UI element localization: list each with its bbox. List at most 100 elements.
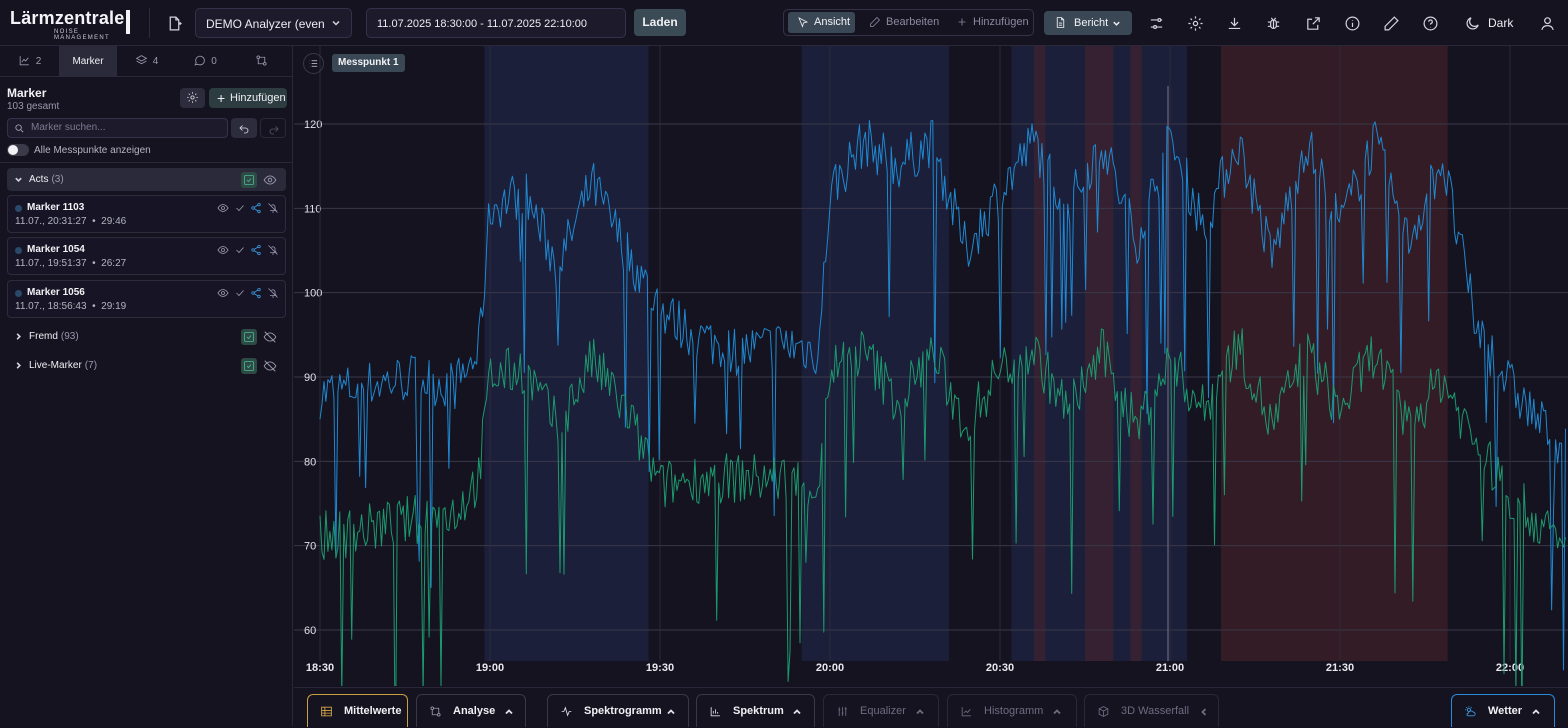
mode-add-button[interactable]: Hinzufügen — [947, 12, 1031, 33]
gear-icon[interactable] — [1183, 11, 1207, 35]
chevron-down-icon — [332, 20, 340, 26]
check-icon[interactable] — [234, 202, 246, 214]
y-tick-label: 120 — [304, 119, 322, 131]
marker-card[interactable]: Marker 1054 11.07., 19:51:37 • 26:27 — [7, 237, 286, 275]
redo-button[interactable] — [260, 118, 286, 138]
marker-total-count: 103 gesamt — [7, 101, 60, 112]
marker-group-fremd[interactable]: Fremd (93) — [7, 325, 286, 348]
logo[interactable]: Lärmzentrale NOISE MANAGEMENT — [10, 8, 132, 41]
eye-off-icon[interactable] — [263, 330, 277, 344]
marker-duration: 29:19 — [101, 301, 127, 312]
marker-settings-button[interactable] — [180, 88, 205, 108]
level-chart[interactable]: 60 70 80 90 100 110 120 18:30 19:00 19:30 20:00 20:… — [294, 46, 1568, 686]
share-icon[interactable] — [250, 202, 262, 214]
show-all-points-toggle[interactable] — [7, 144, 29, 156]
marker-time: 11.07., 20:31:27 — [15, 216, 87, 227]
tab-spektrum[interactable]: Spektrum — [696, 694, 815, 727]
sliders-icon[interactable] — [1144, 11, 1168, 35]
logo-subtitle: NOISE MANAGEMENT — [54, 29, 111, 41]
tab-equalizer[interactable]: Equalizer — [823, 694, 939, 727]
show-all-points-label: Alle Messpunkte anzeigen — [34, 145, 151, 156]
eye-off-icon[interactable] — [263, 359, 277, 373]
document-icon — [1056, 17, 1065, 28]
group-select-checkbox[interactable] — [241, 329, 257, 345]
tab-marker[interactable]: Marker — [59, 46, 117, 77]
marker-panel-title: Marker — [7, 86, 47, 100]
undo-button[interactable] — [231, 118, 257, 138]
comment-icon — [194, 55, 205, 66]
chevron-up-icon — [667, 709, 675, 715]
group-count: (7) — [84, 360, 98, 371]
marker-group-live[interactable]: Live-Marker (7) — [7, 354, 286, 377]
divider — [149, 8, 150, 38]
tab-compare[interactable] — [234, 46, 293, 77]
eye-icon[interactable] — [263, 173, 277, 187]
marker-name: Marker 1056 — [27, 287, 85, 298]
tab-comments[interactable]: 0 — [176, 46, 234, 77]
date-range-input[interactable]: 11.07.2025 18:30:00 - 11.07.2025 22:10:0… — [366, 8, 626, 38]
share-icon[interactable] — [250, 244, 262, 256]
marker-card[interactable]: Marker 1056 11.07., 18:56:43 • 29:19 — [7, 280, 286, 318]
plus-icon: + — [217, 90, 226, 106]
share-icon[interactable] — [250, 287, 262, 299]
check-icon[interactable] — [234, 244, 246, 256]
download-icon[interactable] — [1222, 11, 1246, 35]
measurement-point-badge[interactable]: Messpunkt 1 — [332, 54, 405, 72]
group-count: (3) — [51, 174, 64, 185]
add-marker-button[interactable]: + Hinzufügen — [209, 88, 287, 108]
tab-label: Wetter — [1488, 705, 1523, 717]
eye-icon[interactable] — [217, 202, 229, 214]
tab-layers[interactable]: 4 — [117, 46, 176, 77]
group-select-checkbox[interactable] — [241, 358, 257, 374]
analyzer-value: DEMO Analyzer (even — [206, 17, 325, 31]
tab-charts[interactable]: 2 — [0, 46, 59, 77]
theme-label[interactable]: Dark — [1488, 16, 1514, 30]
analyzer-select[interactable]: DEMO Analyzer (even — [195, 8, 352, 38]
y-tick-label: 100 — [304, 288, 322, 300]
git-compare-icon — [255, 55, 267, 66]
tab-3d-wasserfall[interactable]: 3D Wasserfall — [1084, 694, 1219, 727]
logo-mark — [126, 10, 130, 34]
load-button[interactable]: Laden — [634, 9, 686, 36]
weather-icon — [1465, 706, 1476, 717]
tab-wetter[interactable]: Wetter — [1451, 694, 1555, 727]
tab-spektrogramm[interactable]: Spektrogramm — [547, 694, 689, 727]
moon-icon[interactable] — [1460, 11, 1484, 35]
chart-area[interactable]: 60 70 80 90 100 110 120 18:30 19:00 19:30 20:00 20:… — [294, 46, 1568, 686]
tab-histogramm[interactable]: Histogramm — [947, 694, 1077, 727]
report-label: Bericht — [1074, 17, 1109, 29]
info-icon[interactable] — [1340, 11, 1364, 35]
marker-group-acts[interactable]: Acts (3) — [7, 168, 286, 191]
marker-color-dot — [15, 247, 22, 254]
external-link-icon[interactable] — [1301, 11, 1325, 35]
group-select-checkbox[interactable] — [241, 172, 257, 188]
marker-card[interactable]: Marker 1103 11.07., 20:31:27 • 29:46 — [7, 195, 286, 233]
marker-search-input[interactable]: Marker suchen... — [7, 118, 228, 138]
bell-off-icon[interactable] — [267, 287, 279, 299]
bell-off-icon[interactable] — [267, 244, 279, 256]
search-icon — [15, 124, 24, 133]
eye-icon[interactable] — [217, 244, 229, 256]
tab-analyse[interactable]: Analyse — [416, 694, 526, 727]
pen-icon[interactable] — [1379, 11, 1403, 35]
check-square-icon — [244, 175, 254, 185]
legend-toggle-button[interactable] — [303, 53, 324, 74]
user-icon[interactable] — [1535, 11, 1559, 35]
bug-icon[interactable] — [1261, 11, 1285, 35]
mode-edit-button[interactable]: Bearbeiten — [860, 12, 946, 33]
redo-icon — [269, 126, 279, 135]
tab-label: Mittelwerte — [344, 705, 402, 717]
marker-name: Marker 1103 — [27, 202, 85, 213]
chevron-left-icon — [1201, 708, 1207, 716]
report-button[interactable]: Bericht — [1044, 11, 1132, 35]
new-document-icon[interactable] — [162, 11, 186, 35]
mode-view-button[interactable]: Ansicht — [788, 12, 855, 33]
logo-title: Lärmzentrale — [10, 8, 125, 28]
tab-marker-label: Marker — [72, 56, 104, 67]
bell-off-icon[interactable] — [267, 202, 279, 214]
check-icon[interactable] — [234, 287, 246, 299]
eye-icon[interactable] — [217, 287, 229, 299]
group-name: Live-Marker — [29, 360, 82, 371]
help-icon[interactable] — [1418, 11, 1442, 35]
tab-mittelwerte[interactable]: Mittelwerte — [307, 694, 408, 727]
